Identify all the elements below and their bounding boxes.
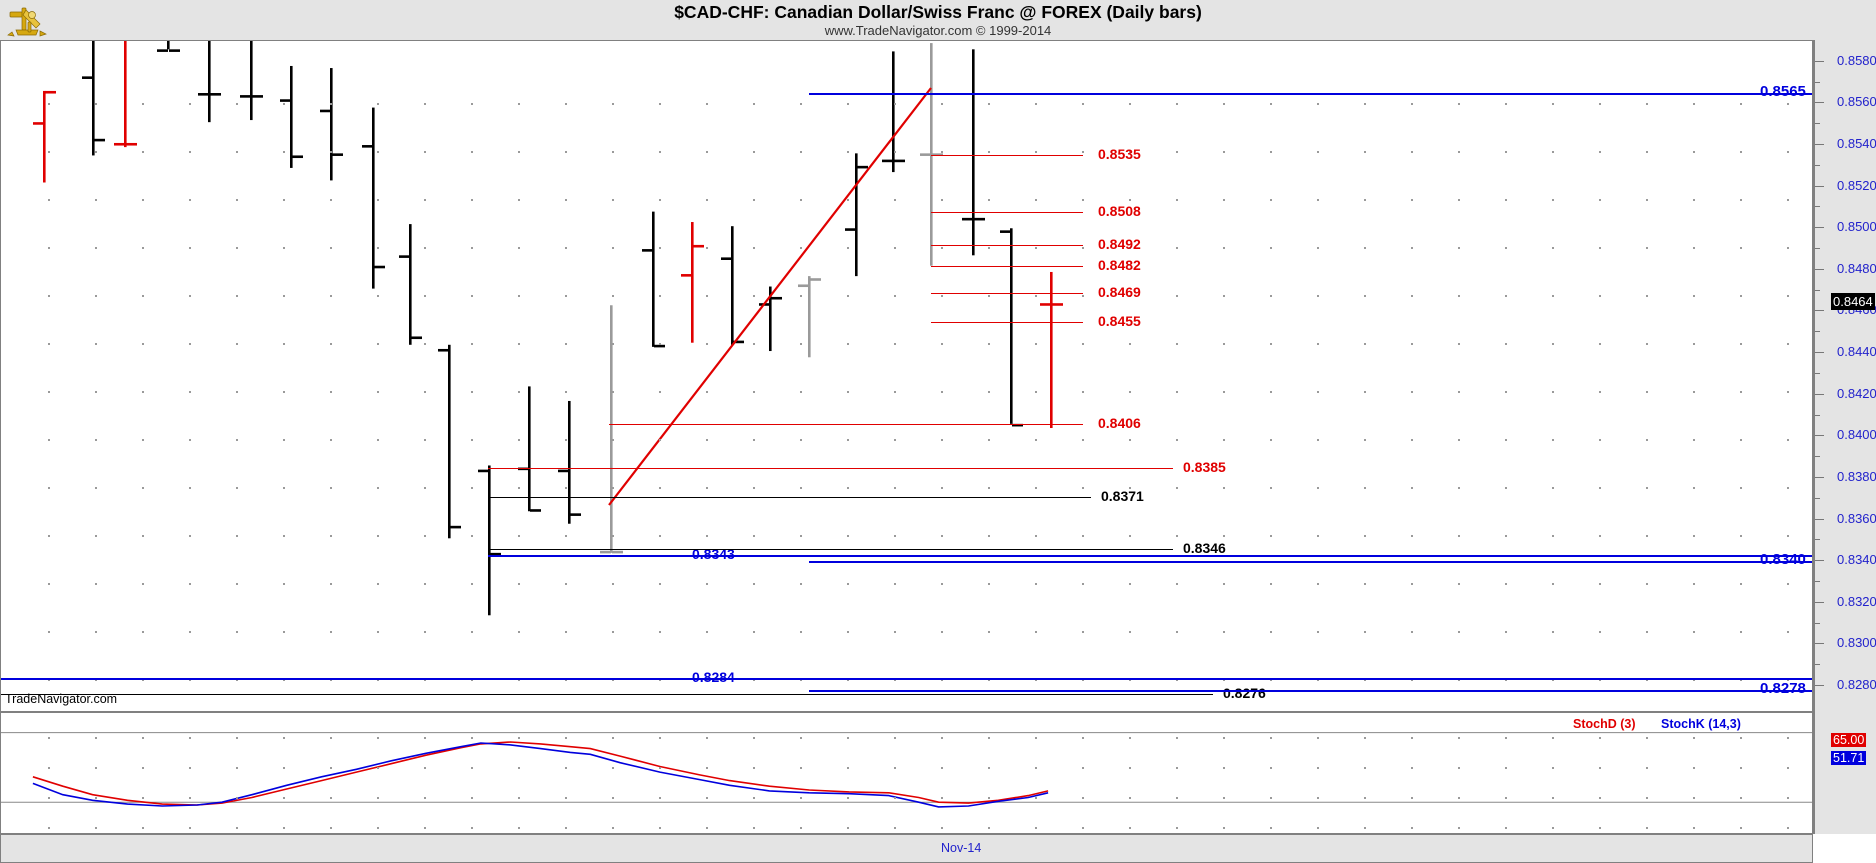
price-axis-tick-0.8400: 0.8400 [1837, 427, 1876, 443]
price-level-label-0.8284: 0.8284 [692, 668, 735, 685]
price-chart-pane[interactable]: 0.8535 0.8508 0.8492 0.8482 0.8469 0.8455 0.84… [0, 40, 1813, 712]
price-axis-tick-0.8420: 0.8420 [1837, 385, 1876, 401]
price-axis-tick-0.8500: 0.8500 [1837, 219, 1876, 235]
current-price-marker: 0.8464 [1831, 293, 1875, 311]
right-axis-label-0.8340: 0.8340 [1760, 551, 1806, 569]
price-level-label-0.8508: 0.8508 [1098, 202, 1141, 219]
stochk-value-box: 51.71 [1831, 751, 1867, 765]
price-bars-layer [33, 41, 1063, 616]
price-axis-tick-0.8580: 0.8580 [1837, 52, 1876, 68]
price-level-label-0.8492: 0.8492 [1098, 235, 1141, 252]
right-level-line-0.8565[interactable] [809, 93, 1812, 96]
price-axis-tick-0.8440: 0.8440 [1837, 344, 1876, 360]
stochd-value-box: 65.00 [1831, 733, 1867, 747]
page-subtitle: www.TradeNavigator.com © 1999-2014 [824, 23, 1052, 38]
price-axis-tick-0.8300: 0.8300 [1837, 635, 1876, 651]
price-axis[interactable]: 0.8580 0.8560 0.8540 0.8520 0.8500 0.8480 0.84… [1813, 40, 1876, 834]
price-axis-tick-0.8560: 0.8560 [1837, 94, 1876, 110]
price-level-label-0.8276: 0.8276 [1223, 685, 1266, 702]
price-axis-tick-0.8540: 0.8540 [1837, 136, 1876, 152]
chart-header: $CAD-CHF: Canadian Dollar/Swiss Franc @ … [0, 0, 1876, 40]
price-level-label-0.8535: 0.8535 [1098, 146, 1141, 163]
price-level-line-0.8371[interactable] [488, 496, 1091, 498]
price-level-label-0.8346: 0.8346 [1183, 539, 1226, 556]
stochastic-lines-layer [1, 732, 1812, 808]
right-axis-label-0.8565: 0.8565 [1760, 83, 1806, 101]
date-label-nov-14: Nov-14 [941, 841, 982, 855]
price-level-line-0.8469[interactable] [931, 292, 1083, 294]
price-level-label-0.8343: 0.8343 [692, 545, 735, 562]
price-level-line-0.8508[interactable] [931, 211, 1083, 213]
price-level-line-0.8482[interactable] [931, 265, 1083, 267]
price-level-line-0.8455[interactable] [931, 321, 1083, 323]
price-level-label-0.8406: 0.8406 [1098, 414, 1141, 431]
price-level-line-0.8385[interactable] [488, 467, 1173, 469]
price-level-line-0.8535[interactable] [931, 155, 1083, 157]
price-level-line-0.8284[interactable] [1, 677, 1812, 680]
price-level-line-0.8343[interactable] [488, 554, 1812, 557]
date-axis-pane: Nov-14 [0, 834, 1813, 863]
price-level-label-0.8455: 0.8455 [1098, 312, 1141, 329]
price-level-line-0.8276[interactable] [1, 694, 1213, 696]
price-level-line-0.8492[interactable] [931, 244, 1083, 246]
price-axis-tick-0.8520: 0.8520 [1837, 177, 1876, 193]
trade-navigator-sextant-logo [6, 2, 48, 38]
price-axis-tick-0.8340: 0.8340 [1837, 552, 1876, 568]
price-level-label-0.8385: 0.8385 [1183, 458, 1226, 475]
price-axis-tick-0.8320: 0.8320 [1837, 593, 1876, 609]
stochastic-indicator-pane[interactable]: StochD (3) StochK (14,3) [0, 712, 1813, 834]
legend-stochd: StochD (3) [1573, 717, 1636, 731]
legend-stochk: StochK (14,3) [1661, 717, 1741, 731]
price-level-label-0.8482: 0.8482 [1098, 256, 1141, 273]
price-level-line-0.8406[interactable] [609, 423, 1083, 425]
price-level-label-0.8469: 0.8469 [1098, 283, 1141, 300]
watermark: TradeNavigator.com [5, 692, 118, 706]
price-axis-tick-0.8380: 0.8380 [1837, 468, 1876, 484]
price-axis-tick-0.8480: 0.8480 [1837, 260, 1876, 276]
price-axis-tick-0.8280: 0.8280 [1837, 677, 1876, 693]
right-level-line-0.8340[interactable] [809, 561, 1812, 564]
price-level-line-0.8346[interactable] [488, 548, 1173, 550]
right-axis-label-0.8278: 0.8278 [1760, 680, 1806, 698]
price-level-label-0.8371: 0.8371 [1101, 487, 1144, 504]
right-level-line-0.8278[interactable] [809, 690, 1812, 693]
price-axis-tick-0.8360: 0.8360 [1837, 510, 1876, 526]
page-title: $CAD-CHF: Canadian Dollar/Swiss Franc @ … [674, 2, 1202, 22]
